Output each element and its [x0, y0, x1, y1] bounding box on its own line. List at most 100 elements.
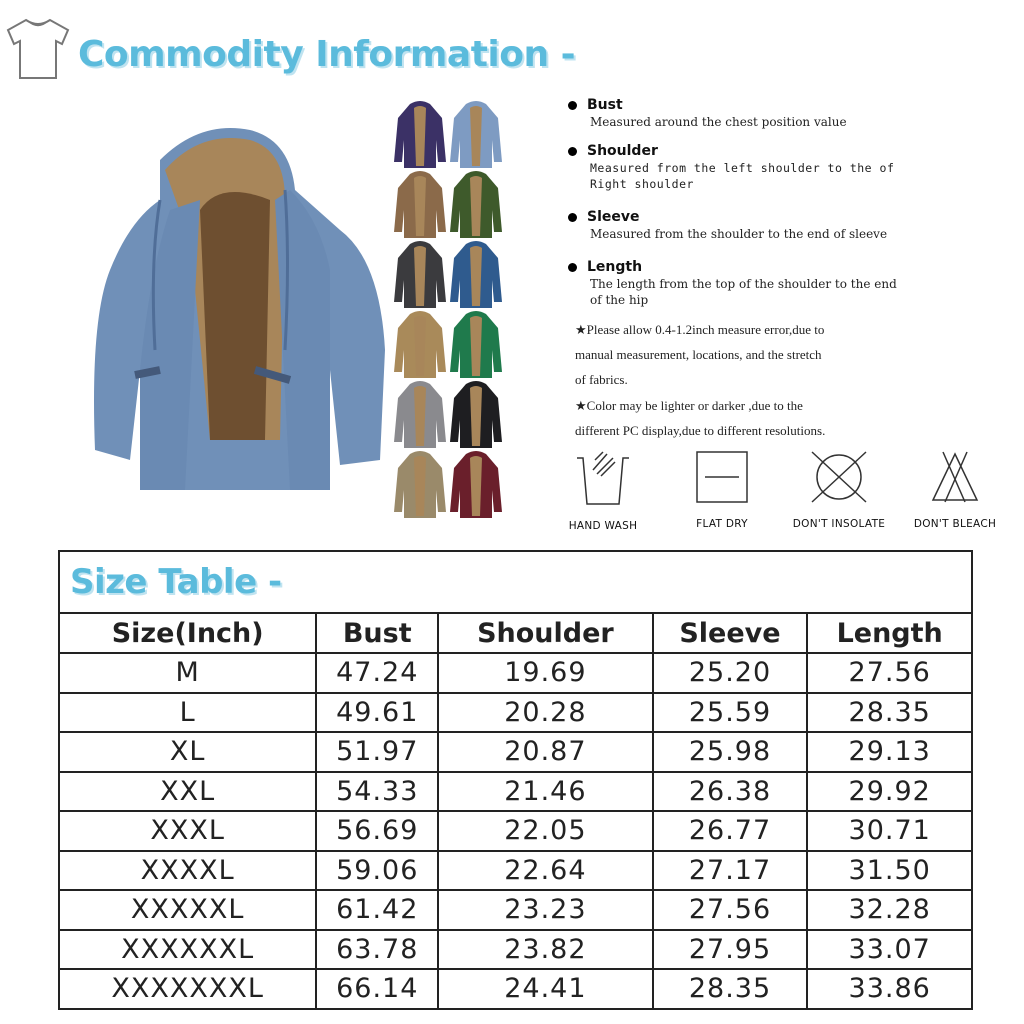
- table-cell: 27.56: [806, 652, 973, 694]
- table-cell: XXXXL: [57, 849, 318, 891]
- definition-term: Bust: [587, 97, 623, 113]
- table-cell: 23.82: [437, 928, 654, 970]
- table-cell: XXXXXXL: [57, 928, 318, 970]
- table-row: XXXXXL 61.42 23.23 27.56 32.28: [57, 889, 973, 931]
- table-row: M 47.24 19.69 25.20 27.56: [57, 652, 973, 694]
- table-cell: XL: [57, 731, 318, 773]
- table-cell: 24.41: [437, 968, 654, 1010]
- table-cell: 61.42: [315, 889, 440, 931]
- header-sleeve: Sleeve: [651, 612, 809, 654]
- definition-term: Shoulder: [587, 143, 658, 159]
- table-cell: XXL: [57, 770, 318, 812]
- care-dont-bleach: DON'T BLEACH: [900, 450, 1010, 530]
- table-cell: 27.17: [651, 849, 809, 891]
- color-swatch[interactable]: [450, 170, 502, 238]
- table-cell: 47.24: [315, 652, 440, 694]
- table-cell: 29.13: [806, 731, 973, 773]
- size-table: Size(Inch) Bust Shoulder Sleeve Length M…: [57, 612, 973, 1010]
- table-cell: 20.87: [437, 731, 654, 773]
- definition-sleeve: Sleeve Measured from the shoulder to the…: [565, 208, 925, 242]
- table-cell: 56.69: [315, 810, 440, 852]
- table-cell: 63.78: [315, 928, 440, 970]
- table-cell: 51.97: [315, 731, 440, 773]
- table-cell: XXXXXL: [57, 889, 318, 931]
- note-line: of fabrics.: [575, 372, 628, 387]
- color-swatch[interactable]: [394, 450, 446, 518]
- table-cell: 20.28: [437, 691, 654, 733]
- care-hand-wash: HAND WASH: [548, 450, 658, 532]
- color-swatch[interactable]: [394, 170, 446, 238]
- table-row: XXXL 56.69 22.05 26.77 30.71: [57, 810, 973, 852]
- page-title: Commodity Information -: [78, 34, 576, 75]
- table-cell: 25.59: [651, 691, 809, 733]
- table-cell: 26.77: [651, 810, 809, 852]
- table-cell: 30.71: [806, 810, 973, 852]
- note-line: manual measurement, locations, and the s…: [575, 347, 822, 362]
- table-cell: 27.95: [651, 928, 809, 970]
- table-cell: 31.50: [806, 849, 973, 891]
- hand-wash-icon: [577, 451, 629, 505]
- color-swatch[interactable]: [394, 380, 446, 448]
- definition-length: Length The length from the top of the sh…: [565, 258, 925, 308]
- table-cell: 22.05: [437, 810, 654, 852]
- table-row: XXXXXXXL 66.14 24.41 28.35 33.86: [57, 968, 973, 1010]
- note-line: different PC display,due to different re…: [575, 423, 826, 438]
- measurement-definitions: Bust Measured around the chest position …: [565, 96, 925, 308]
- table-cell: 27.56: [651, 889, 809, 931]
- header-shoulder: Shoulder: [437, 612, 654, 654]
- header-size: Size(Inch): [57, 612, 318, 654]
- size-table-title: Size Table -: [70, 562, 282, 602]
- definition-text: Measured from the left shoulder to the o…: [590, 161, 895, 191]
- note-line: ★Please allow 0.4-1.2inch measure error,…: [575, 322, 825, 337]
- table-cell: 54.33: [315, 770, 440, 812]
- table-cell: XXXXXXXL: [57, 968, 318, 1010]
- color-swatch[interactable]: [450, 310, 502, 378]
- note-line: ★Color may be lighter or darker ,due to …: [575, 398, 803, 413]
- table-cell: 25.20: [651, 652, 809, 694]
- table-cell: 49.61: [315, 691, 440, 733]
- table-cell: 29.92: [806, 770, 973, 812]
- color-swatch[interactable]: [450, 240, 502, 308]
- definition-text: Measured around the chest position value: [590, 115, 847, 129]
- table-row: XXL 54.33 21.46 26.38 29.92: [57, 770, 973, 812]
- table-cell: 25.98: [651, 731, 809, 773]
- table-cell: 59.06: [315, 849, 440, 891]
- table-row: XXXXL 59.06 22.64 27.17 31.50: [57, 849, 973, 891]
- dont-insolate-icon: [811, 451, 867, 503]
- table-header-row: Size(Inch) Bust Shoulder Sleeve Length: [57, 612, 973, 654]
- care-dont-insolate: DON'T INSOLATE: [784, 450, 894, 530]
- table-cell: 28.35: [806, 691, 973, 733]
- color-swatch[interactable]: [450, 450, 502, 518]
- dont-bleach-icon: [931, 451, 979, 503]
- color-swatch[interactable]: [394, 240, 446, 308]
- definition-text: The length from the top of the shoulder …: [590, 277, 897, 307]
- table-cell: 33.86: [806, 968, 973, 1010]
- flat-dry-icon: [696, 451, 748, 503]
- header-length: Length: [806, 612, 973, 654]
- tshirt-icon: [6, 18, 70, 79]
- table-cell: XXXL: [57, 810, 318, 852]
- table-row: XL 51.97 20.87 25.98 29.13: [57, 731, 973, 773]
- care-label: FLAT DRY: [696, 518, 748, 530]
- definition-term: Length: [587, 259, 643, 275]
- care-label: HAND WASH: [568, 520, 638, 532]
- definition-text: Measured from the shoulder to the end of…: [590, 227, 888, 241]
- table-cell: 22.64: [437, 849, 654, 891]
- definition-term: Sleeve: [587, 209, 640, 225]
- color-swatch[interactable]: [450, 100, 502, 168]
- table-cell: 21.46: [437, 770, 654, 812]
- table-cell: 19.69: [437, 652, 654, 694]
- table-cell: 23.23: [437, 889, 654, 931]
- color-swatch[interactable]: [450, 380, 502, 448]
- table-cell: 66.14: [315, 968, 440, 1010]
- table-cell: 28.35: [651, 968, 809, 1010]
- definition-bust: Bust Measured around the chest position …: [565, 96, 925, 130]
- definition-shoulder: Shoulder Measured from the left shoulder…: [565, 142, 925, 192]
- table-cell: 32.28: [806, 889, 973, 931]
- table-cell: L: [57, 691, 318, 733]
- color-swatch[interactable]: [394, 310, 446, 378]
- care-label: DON'T BLEACH: [913, 518, 997, 530]
- table-row: L 49.61 20.28 25.59 28.35: [57, 691, 973, 733]
- color-swatch[interactable]: [394, 100, 446, 168]
- care-label: DON'T INSOLATE: [792, 518, 886, 530]
